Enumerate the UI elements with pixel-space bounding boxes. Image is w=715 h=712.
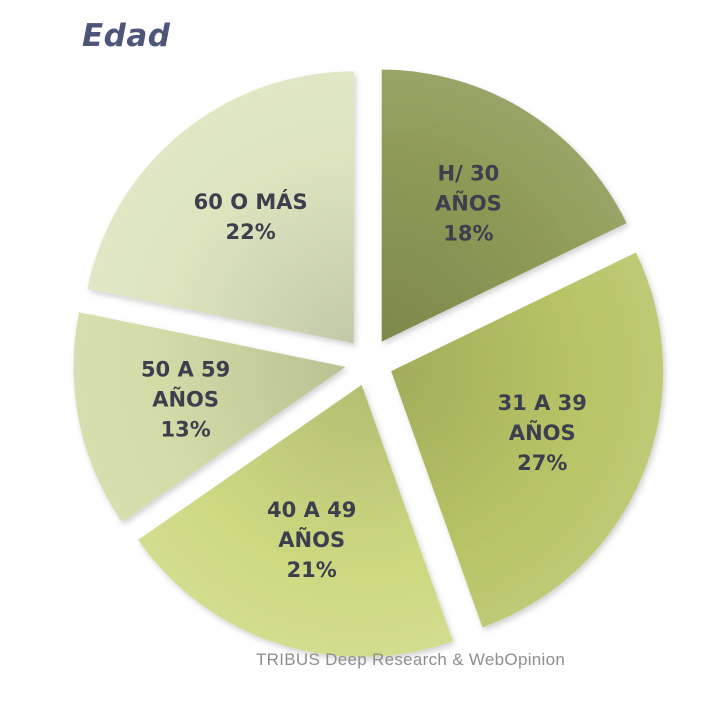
slice-label-0: H/ 30 AÑOS 18% [435, 161, 502, 245]
slice-value-label: 27% [517, 451, 567, 475]
pie-slice-1 [391, 252, 664, 628]
pie-slice-2 [138, 384, 453, 657]
slice-category-label: 50 A 59 [141, 358, 230, 382]
slice-category-label: 60 O MÁS [194, 189, 308, 214]
slice-value-label: 13% [160, 418, 210, 442]
pie-slice-0 [381, 69, 627, 342]
slice-label-1: 31 A 39 AÑOS 27% [498, 391, 587, 475]
slice-label-4: 60 O MÁS 22% [194, 189, 308, 244]
source-note: TRIBUS Deep Research & WebOpinion [256, 650, 566, 669]
slice-category-label: AÑOS [278, 527, 345, 552]
chart-title: Edad [82, 18, 171, 54]
slice-category-label: AÑOS [509, 420, 576, 445]
slice-category-label: H/ 30 [438, 161, 500, 185]
slice-category-label: 31 A 39 [498, 391, 587, 415]
slice-category-label: AÑOS [435, 190, 502, 215]
slice-label-2: 40 A 49 AÑOS 21% [267, 498, 356, 582]
slice-category-label: 40 A 49 [267, 498, 356, 522]
slice-value-label: 21% [287, 558, 337, 582]
slice-value-label: 18% [443, 221, 493, 245]
slice-label-3: 50 A 59 AÑOS 13% [141, 358, 230, 442]
slice-value-label: 22% [226, 220, 276, 244]
slice-category-label: AÑOS [152, 387, 219, 412]
pie-slice-4 [87, 71, 354, 344]
pie-slice-3 [73, 312, 346, 522]
